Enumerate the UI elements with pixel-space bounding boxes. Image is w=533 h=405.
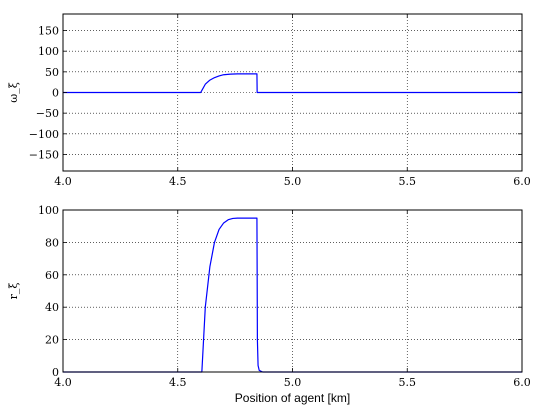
r-chart: 4.0 4.5 5.0 5.5 6.0 0 20 40 60 80 100 r_ξ Position o… [7,204,531,405]
y-tick-label: −150 [29,148,59,161]
x-tick-label: 6.0 [513,175,531,188]
y-axis-label: ω_ξ [7,82,20,103]
y-tick-label: 20 [45,334,59,347]
series-line-0 [63,73,522,94]
x-tick-label: 6.0 [513,376,531,389]
y-axis-label: r_ξ [7,283,20,300]
x-tick-label: 4.5 [169,175,187,188]
x-tick-label: 5.0 [284,376,302,389]
x-tick-label: 5.0 [284,175,302,188]
x-tick-label: 4.0 [54,376,72,389]
y-tick-label: −100 [29,128,59,141]
y-tick-label: 0 [52,87,59,100]
y-tick-label: 100 [38,204,59,217]
x-tick-label: 5.5 [399,175,417,188]
y-tick-label: 0 [52,366,59,379]
y-tick-label: 60 [45,269,59,282]
y-tick-label: 50 [45,66,59,79]
x-tick-label: 4.5 [169,376,187,389]
y-tick-label: 80 [45,236,59,249]
y-tick-label: −50 [36,107,59,120]
x-axis-label: Position of agent [km] [235,391,350,405]
x-tick-label: 5.5 [399,376,417,389]
omega-chart: 4.0 4.5 5.0 5.5 6.0 −150 −100 −50 0 50 100 150 ω_ξ [7,13,531,188]
y-tick-label: 100 [38,45,59,58]
y-tick-label: 150 [38,25,59,38]
series-line-0 [63,217,522,373]
x-tick-label: 4.0 [54,175,72,188]
y-tick-label: 40 [45,301,59,314]
